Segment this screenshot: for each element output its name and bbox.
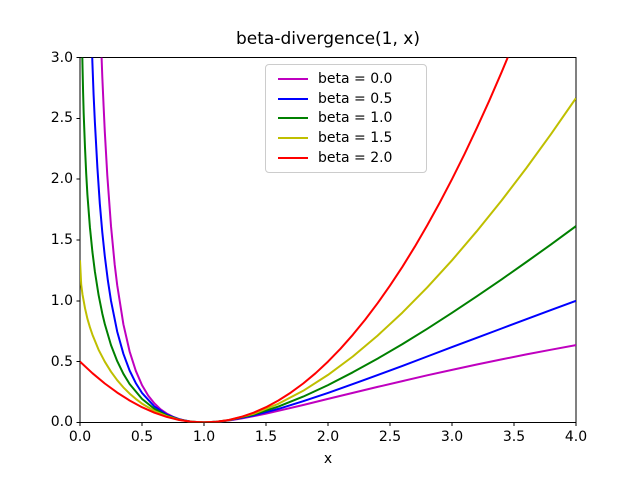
legend-label: beta = 0.5: [318, 90, 393, 107]
legend-label: beta = 0.0: [318, 70, 393, 87]
legend-item: beta = 2.0: [274, 150, 418, 166]
curve-beta-2.0: [80, 57, 509, 423]
y-tick-label: 0.0: [50, 414, 73, 431]
legend-line-swatch: [278, 97, 308, 100]
legend-item: beta = 0.0: [274, 71, 418, 87]
x-tick-label: 3.5: [502, 429, 526, 446]
legend-line-swatch: [278, 117, 308, 120]
tick-marks: [76, 57, 577, 426]
x-tick-label: 2.5: [378, 429, 402, 446]
legend-item: beta = 1.5: [274, 130, 418, 146]
x-tick-label: 1.5: [254, 429, 278, 446]
legend-item: beta = 0.5: [274, 91, 418, 107]
legend-line-swatch: [278, 137, 308, 140]
legend-item: beta = 1.0: [274, 110, 418, 126]
chart-title: beta-divergence(1, x): [236, 29, 420, 49]
legend-line-swatch: [278, 157, 308, 160]
x-tick-label: 1.0: [192, 429, 216, 446]
y-tick-label: 2.5: [50, 110, 73, 127]
legend-line-swatch: [278, 77, 308, 80]
y-tick-label: 2.0: [50, 171, 73, 188]
x-tick-label: 2.0: [316, 429, 340, 446]
y-tick-label: 1.5: [50, 232, 73, 248]
axes-frame: [79, 57, 577, 423]
curves: [80, 57, 576, 423]
y-tick-label: 1.0: [50, 292, 73, 309]
legend-label: beta = 1.0: [318, 110, 393, 127]
x-tick-label: 3.0: [440, 429, 464, 446]
legend: beta = 0.0 beta = 0.5 beta = 1.0 beta = 1.5…: [265, 64, 427, 173]
y-tick-label: 3.0: [50, 49, 73, 66]
x-tick-label: 0.0: [68, 429, 92, 446]
legend-label: beta = 2.0: [318, 150, 393, 167]
x-tick-label: 4.0: [564, 429, 588, 446]
x-axis-label: x: [323, 451, 333, 467]
legend-label: beta = 1.5: [318, 130, 393, 147]
x-tick-label: 0.5: [130, 429, 154, 446]
y-tick-label: 0.5: [50, 353, 73, 370]
